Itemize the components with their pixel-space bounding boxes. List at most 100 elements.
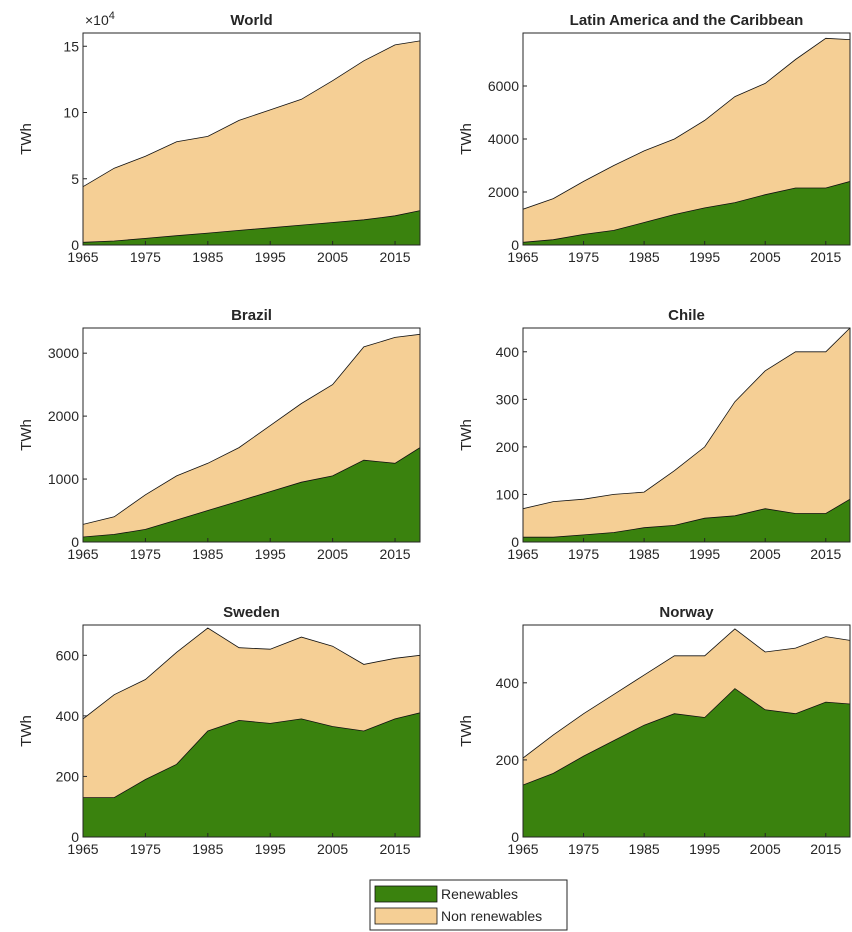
panel-brazil: 0 1000 2000 3000 1965 1975 1985 1995 2005 2015 Bra…: [18, 307, 421, 562]
y-tick-label: 6000: [488, 78, 519, 94]
panel-chile: 0 100 200 300 400 1965 1975 1985 1995 2005 2015 Chi…: [458, 307, 851, 562]
plot-area-chile: [523, 328, 850, 542]
axes-box-sweden: [82, 624, 421, 838]
plot-area-sweden: [83, 627, 420, 837]
panel-norway: 0 200 400 1965 1975 1985 1995 2005 2015 Norway TWh: [458, 604, 851, 857]
area-renewables: [523, 180, 850, 245]
y-axis-exponent: ×104: [85, 10, 115, 28]
x-tick-label: 1985: [192, 546, 223, 562]
axes-box-world: [82, 32, 421, 246]
x-tick-label: 1975: [568, 546, 599, 562]
y-axis-label: TWh: [458, 123, 475, 155]
y-tick-label: 0: [71, 237, 79, 253]
x-tick-label: 1985: [192, 841, 223, 857]
y-tick-label: 3000: [48, 345, 79, 361]
panel-latin-america-and-the-caribbean: 0 2000 4000 6000 1965 1975 1985 1995 2005 2015 Lat…: [458, 12, 851, 265]
y-tick-label: 2000: [488, 184, 519, 200]
area-renewables: [523, 498, 850, 542]
y-tick-label: 200: [496, 752, 520, 768]
x-tick-label: 2015: [810, 249, 841, 265]
y-tick-label: 0: [511, 237, 519, 253]
x-tick-label: 1985: [192, 249, 223, 265]
panel-world: 0 5 10 15 1965 1975 1985 1995 2005 2015 World TWh ×1…: [18, 10, 421, 265]
area-non-renewables: [523, 37, 850, 245]
panels: 0 5 10 15 1965 1975 1985 1995 2005 2015 World TWh ×1…: [18, 10, 851, 857]
x-tick-label: 1995: [689, 841, 720, 857]
plot-area-norway: [523, 628, 850, 837]
legend-swatch-renewables: [374, 885, 438, 903]
chart-title-chile: Chile: [668, 307, 705, 324]
x-tick-label: 1975: [130, 249, 161, 265]
y-tick-label: 600: [56, 647, 80, 663]
x-tick-label: 1985: [629, 841, 660, 857]
y-tick-label: 0: [511, 829, 519, 845]
x-tick-label: 1995: [689, 546, 720, 562]
x-tick-label: 2015: [810, 546, 841, 562]
x-tick-label: 2005: [750, 841, 781, 857]
y-tick-label: 400: [496, 675, 520, 691]
x-tick-label: 2015: [379, 841, 410, 857]
y-tick-label: 2000: [48, 408, 79, 424]
y-tick-label: 400: [56, 708, 80, 724]
y-axis-label: TWh: [458, 715, 475, 747]
chart-title-latin-america-and-the-caribbean: Latin America and the Caribbean: [570, 12, 804, 29]
x-tick-label: 2005: [750, 546, 781, 562]
x-tick-label: 1985: [629, 249, 660, 265]
plot-area-world: [83, 40, 420, 245]
x-tick-label: 1965: [507, 546, 538, 562]
x-tick-label: 1985: [629, 546, 660, 562]
plot-area-latin-america-and-the-caribbean: [523, 37, 850, 245]
x-tick-label: 1995: [255, 546, 286, 562]
area-non-renewables: [83, 40, 420, 245]
y-tick-label: 200: [56, 768, 80, 784]
x-tick-label: 1975: [568, 841, 599, 857]
y-axis-label: TWh: [18, 419, 35, 451]
x-tick-label: 2005: [317, 249, 348, 265]
y-tick-label: 0: [71, 829, 79, 845]
axes-box-norway: [522, 624, 851, 838]
y-axis-label: TWh: [18, 123, 35, 155]
y-tick-label: 300: [496, 391, 520, 407]
x-tick-label: 1965: [507, 249, 538, 265]
area-renewables: [83, 447, 420, 542]
y-tick-label: 100: [496, 486, 520, 502]
x-tick-label: 1995: [255, 249, 286, 265]
y-tick-label: 0: [71, 534, 79, 550]
x-tick-label: 2005: [317, 546, 348, 562]
y-tick-label: 1000: [48, 471, 79, 487]
chart-title-norway: Norway: [659, 604, 714, 621]
y-tick-label: 400: [496, 344, 520, 360]
x-tick-label: 1965: [67, 546, 98, 562]
panel-sweden: 0 200 400 600 1965 1975 1985 1995 2005 2015 Sweden…: [18, 604, 421, 857]
legend-swatch-non-renewables: [374, 907, 438, 925]
x-tick-label: 1965: [67, 249, 98, 265]
y-axis-label: TWh: [18, 715, 35, 747]
x-tick-label: 1975: [130, 841, 161, 857]
legend: Renewables Non renewables: [369, 879, 568, 931]
legend-label-renewables: Renewables: [441, 886, 518, 902]
area-renewables: [523, 688, 850, 837]
x-tick-label: 1995: [689, 249, 720, 265]
area-renewables: [83, 712, 420, 837]
y-tick-label: 5: [71, 171, 79, 187]
x-tick-label: 1975: [568, 249, 599, 265]
plot-area-brazil: [83, 333, 420, 542]
chart-title-world: World: [230, 12, 272, 29]
y-axis-label: TWh: [458, 419, 475, 451]
axes-box-chile: [522, 327, 851, 543]
axes-box-brazil: [82, 327, 421, 543]
legend-label-non-renewables: Non renewables: [441, 908, 542, 924]
y-axis-exponent-power: 4: [109, 10, 115, 22]
x-tick-label: 2015: [379, 249, 410, 265]
y-tick-label: 200: [496, 439, 520, 455]
x-tick-label: 2015: [810, 841, 841, 857]
y-tick-label: 4000: [488, 131, 519, 147]
chart-title-brazil: Brazil: [231, 307, 272, 324]
y-tick-label: 0: [511, 534, 519, 550]
x-tick-label: 2005: [317, 841, 348, 857]
chart-title-sweden: Sweden: [223, 604, 280, 621]
y-tick-label: 10: [63, 105, 79, 121]
area-renewables: [83, 210, 420, 245]
x-tick-label: 1995: [255, 841, 286, 857]
